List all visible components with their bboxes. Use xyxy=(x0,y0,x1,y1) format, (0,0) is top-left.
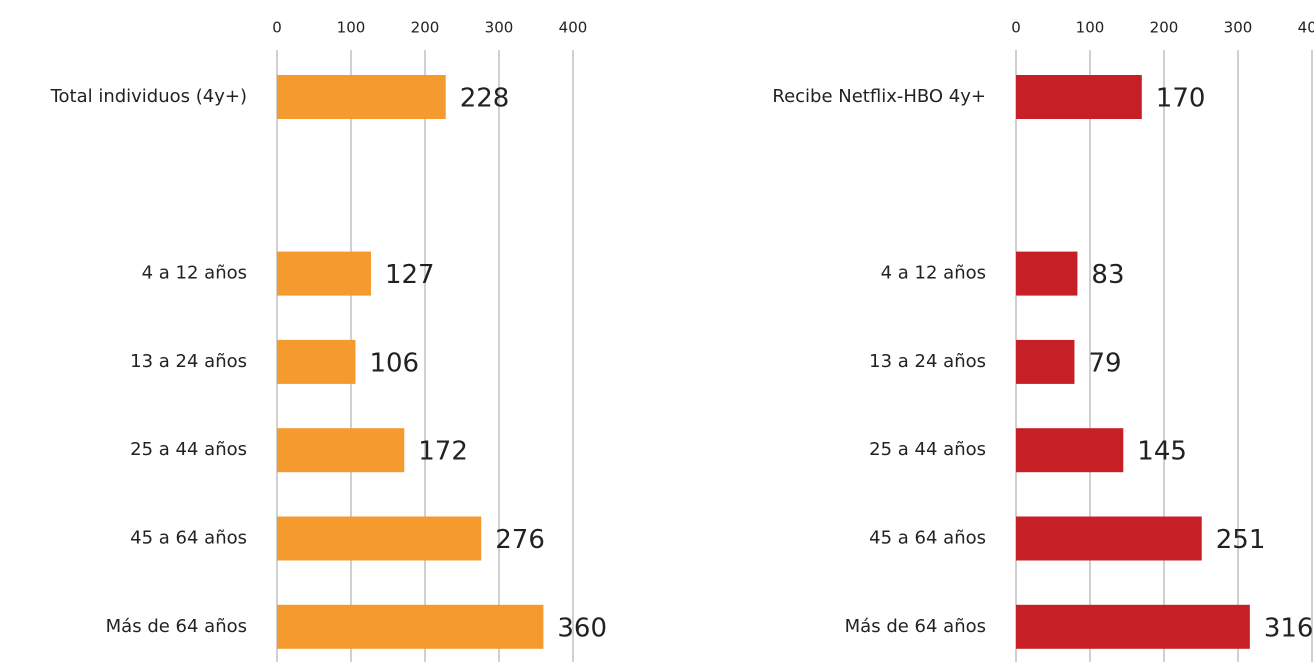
y-tick-label: Recibe Netflix-HBO 4y+ xyxy=(772,86,986,107)
value-label: 170 xyxy=(1156,84,1206,114)
y-tick-label: 45 a 64 años xyxy=(130,528,247,549)
x-tick-label: 400 xyxy=(1298,19,1314,37)
bar xyxy=(277,516,482,561)
bar xyxy=(277,604,544,649)
x-tick-label: 400 xyxy=(559,19,588,37)
x-tick-label: 200 xyxy=(1150,19,1179,37)
y-tick-label: 25 a 44 años xyxy=(869,439,986,460)
bar xyxy=(1016,339,1075,384)
bar xyxy=(277,75,446,119)
value-label: 276 xyxy=(495,525,545,555)
y-tick-label: 25 a 44 años xyxy=(130,439,247,460)
x-tick-label: 100 xyxy=(1076,19,1105,37)
value-label: 360 xyxy=(557,613,607,643)
bar xyxy=(1016,516,1202,561)
y-tick-label: 13 a 24 años xyxy=(869,351,986,372)
bar xyxy=(277,428,405,473)
x-tick-label: 300 xyxy=(1224,19,1253,37)
y-tick-label: 13 a 24 años xyxy=(130,351,247,372)
y-tick-label: 4 a 12 años xyxy=(881,263,986,284)
y-tick-label: Total individuos (4y+) xyxy=(50,86,247,107)
x-tick-label: 0 xyxy=(272,19,282,37)
bar xyxy=(277,251,371,296)
y-tick-label: Más de 64 años xyxy=(106,616,247,637)
bar xyxy=(1016,75,1142,119)
x-tick-label: 0 xyxy=(1011,19,1021,37)
value-label: 127 xyxy=(385,260,435,290)
value-label: 79 xyxy=(1088,348,1121,378)
value-label: 251 xyxy=(1216,525,1266,555)
bar xyxy=(1016,604,1250,649)
value-label: 316 xyxy=(1264,613,1314,643)
value-label: 228 xyxy=(460,84,510,114)
y-tick-label: 45 a 64 años xyxy=(869,528,986,549)
value-label: 145 xyxy=(1137,437,1187,467)
x-tick-label: 300 xyxy=(485,19,514,37)
x-tick-label: 200 xyxy=(411,19,440,37)
value-label: 172 xyxy=(418,437,468,467)
value-label: 83 xyxy=(1091,260,1124,290)
bar xyxy=(1016,251,1078,296)
value-label: 106 xyxy=(369,348,419,378)
x-tick-label: 100 xyxy=(337,19,366,37)
y-tick-label: Más de 64 años xyxy=(845,616,986,637)
bar xyxy=(1016,428,1124,473)
bar xyxy=(277,339,356,384)
y-tick-label: 4 a 12 años xyxy=(142,263,247,284)
